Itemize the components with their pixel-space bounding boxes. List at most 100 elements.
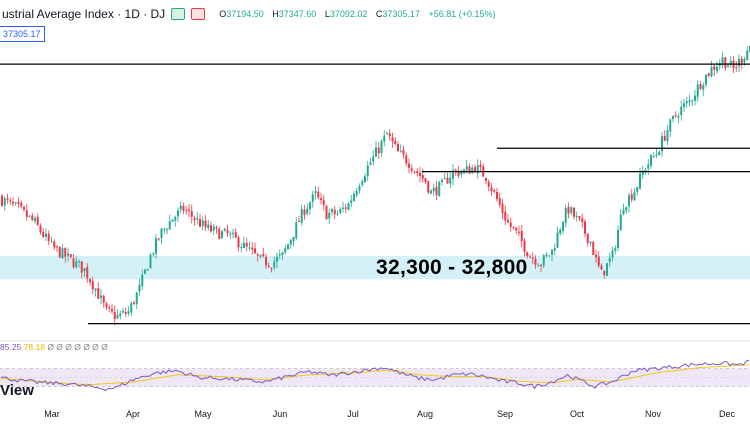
candle-body <box>366 165 369 177</box>
candle-body <box>518 231 520 233</box>
candles <box>1 45 750 326</box>
up-indicator-icon <box>171 8 186 20</box>
candle-body <box>64 247 67 257</box>
month-label: Apr <box>125 409 141 419</box>
rsi-ma-value: 78.18 <box>23 342 45 352</box>
candle-body <box>300 208 303 223</box>
candle-body <box>619 214 622 231</box>
candle-body <box>663 135 666 141</box>
candle-body <box>39 225 42 233</box>
candle-body <box>628 195 630 207</box>
candle-body <box>229 233 232 235</box>
candle-body <box>386 133 388 135</box>
candle-body <box>454 169 457 171</box>
candle-body <box>553 247 556 251</box>
candle-body <box>42 231 45 237</box>
candle-body <box>89 279 91 283</box>
candle-body <box>567 206 570 214</box>
candle-body <box>14 202 17 204</box>
candle-body <box>556 232 559 248</box>
candle-body <box>729 60 732 65</box>
candle-body <box>512 226 515 228</box>
candle-body <box>320 198 322 200</box>
candle-body <box>100 295 102 298</box>
candle-body <box>196 218 199 220</box>
candle-body <box>685 101 688 104</box>
candle-body <box>595 254 597 258</box>
candle-body <box>69 254 72 257</box>
candle-body <box>325 205 328 220</box>
candle-body <box>542 255 545 266</box>
candle-body <box>58 247 61 258</box>
candle-body <box>243 242 245 248</box>
candle-body <box>509 222 512 227</box>
candle-body <box>476 165 479 174</box>
candle-body <box>474 167 476 173</box>
candle-body <box>262 253 265 256</box>
candle-body <box>289 240 292 245</box>
candle-body <box>710 67 713 77</box>
candle-body <box>292 236 295 242</box>
month-label: Oct <box>569 409 585 419</box>
candle-body <box>496 191 498 200</box>
candle-body <box>432 187 435 192</box>
candle-body <box>639 173 641 189</box>
candle-body <box>80 261 83 273</box>
candle-body <box>199 218 201 227</box>
candle-body <box>265 257 267 266</box>
candle-body <box>61 248 64 259</box>
candle-body <box>443 178 446 180</box>
candle-body <box>240 247 243 249</box>
candle-body <box>408 163 410 168</box>
candle-body <box>537 265 540 267</box>
candle-body <box>636 187 639 192</box>
candle-body <box>603 270 606 275</box>
candle-body <box>531 257 534 259</box>
candle-body <box>212 226 215 231</box>
candle-body <box>333 209 336 215</box>
candle-body <box>661 136 663 152</box>
candle-body <box>490 187 493 192</box>
candle-body <box>611 250 614 258</box>
candle-body <box>699 83 702 89</box>
candle-body <box>364 176 366 183</box>
candle-body <box>578 215 581 219</box>
candle-body <box>515 227 518 231</box>
candle-body <box>311 194 314 203</box>
candle-body <box>421 175 424 179</box>
month-label: Jul <box>347 409 359 419</box>
candle-body <box>548 255 551 257</box>
candle-body <box>485 177 487 181</box>
candle-body <box>501 203 504 214</box>
symbol-title[interactable]: ustrial Average Index · 1D · DJ <box>2 7 166 21</box>
candle-body <box>149 254 152 268</box>
candle-body <box>347 203 350 210</box>
candle-body <box>707 73 710 76</box>
candle-body <box>331 209 333 212</box>
candle-body <box>185 210 188 212</box>
candle-body <box>438 181 441 197</box>
candle-body <box>724 57 727 68</box>
candle-body <box>388 133 391 137</box>
candle-body <box>350 200 353 204</box>
candle-body <box>72 258 75 268</box>
candle-body <box>658 151 661 156</box>
candle-body <box>295 222 298 239</box>
candle-body <box>303 209 306 215</box>
candle-body <box>669 119 672 132</box>
candle-body <box>358 185 361 191</box>
candle-body <box>606 263 608 276</box>
candle-body <box>446 177 449 184</box>
candle-body <box>9 200 12 202</box>
candle-body <box>633 192 636 201</box>
candle-body <box>256 254 259 256</box>
candle-body <box>204 220 207 228</box>
candle-body <box>248 247 251 249</box>
candle-body <box>166 229 168 231</box>
rsi-value: 85.25 <box>0 342 22 352</box>
candle-body <box>394 140 397 145</box>
candle-body <box>435 186 438 196</box>
price-tag: 37305.17 <box>0 26 45 42</box>
candle-body <box>144 269 146 274</box>
